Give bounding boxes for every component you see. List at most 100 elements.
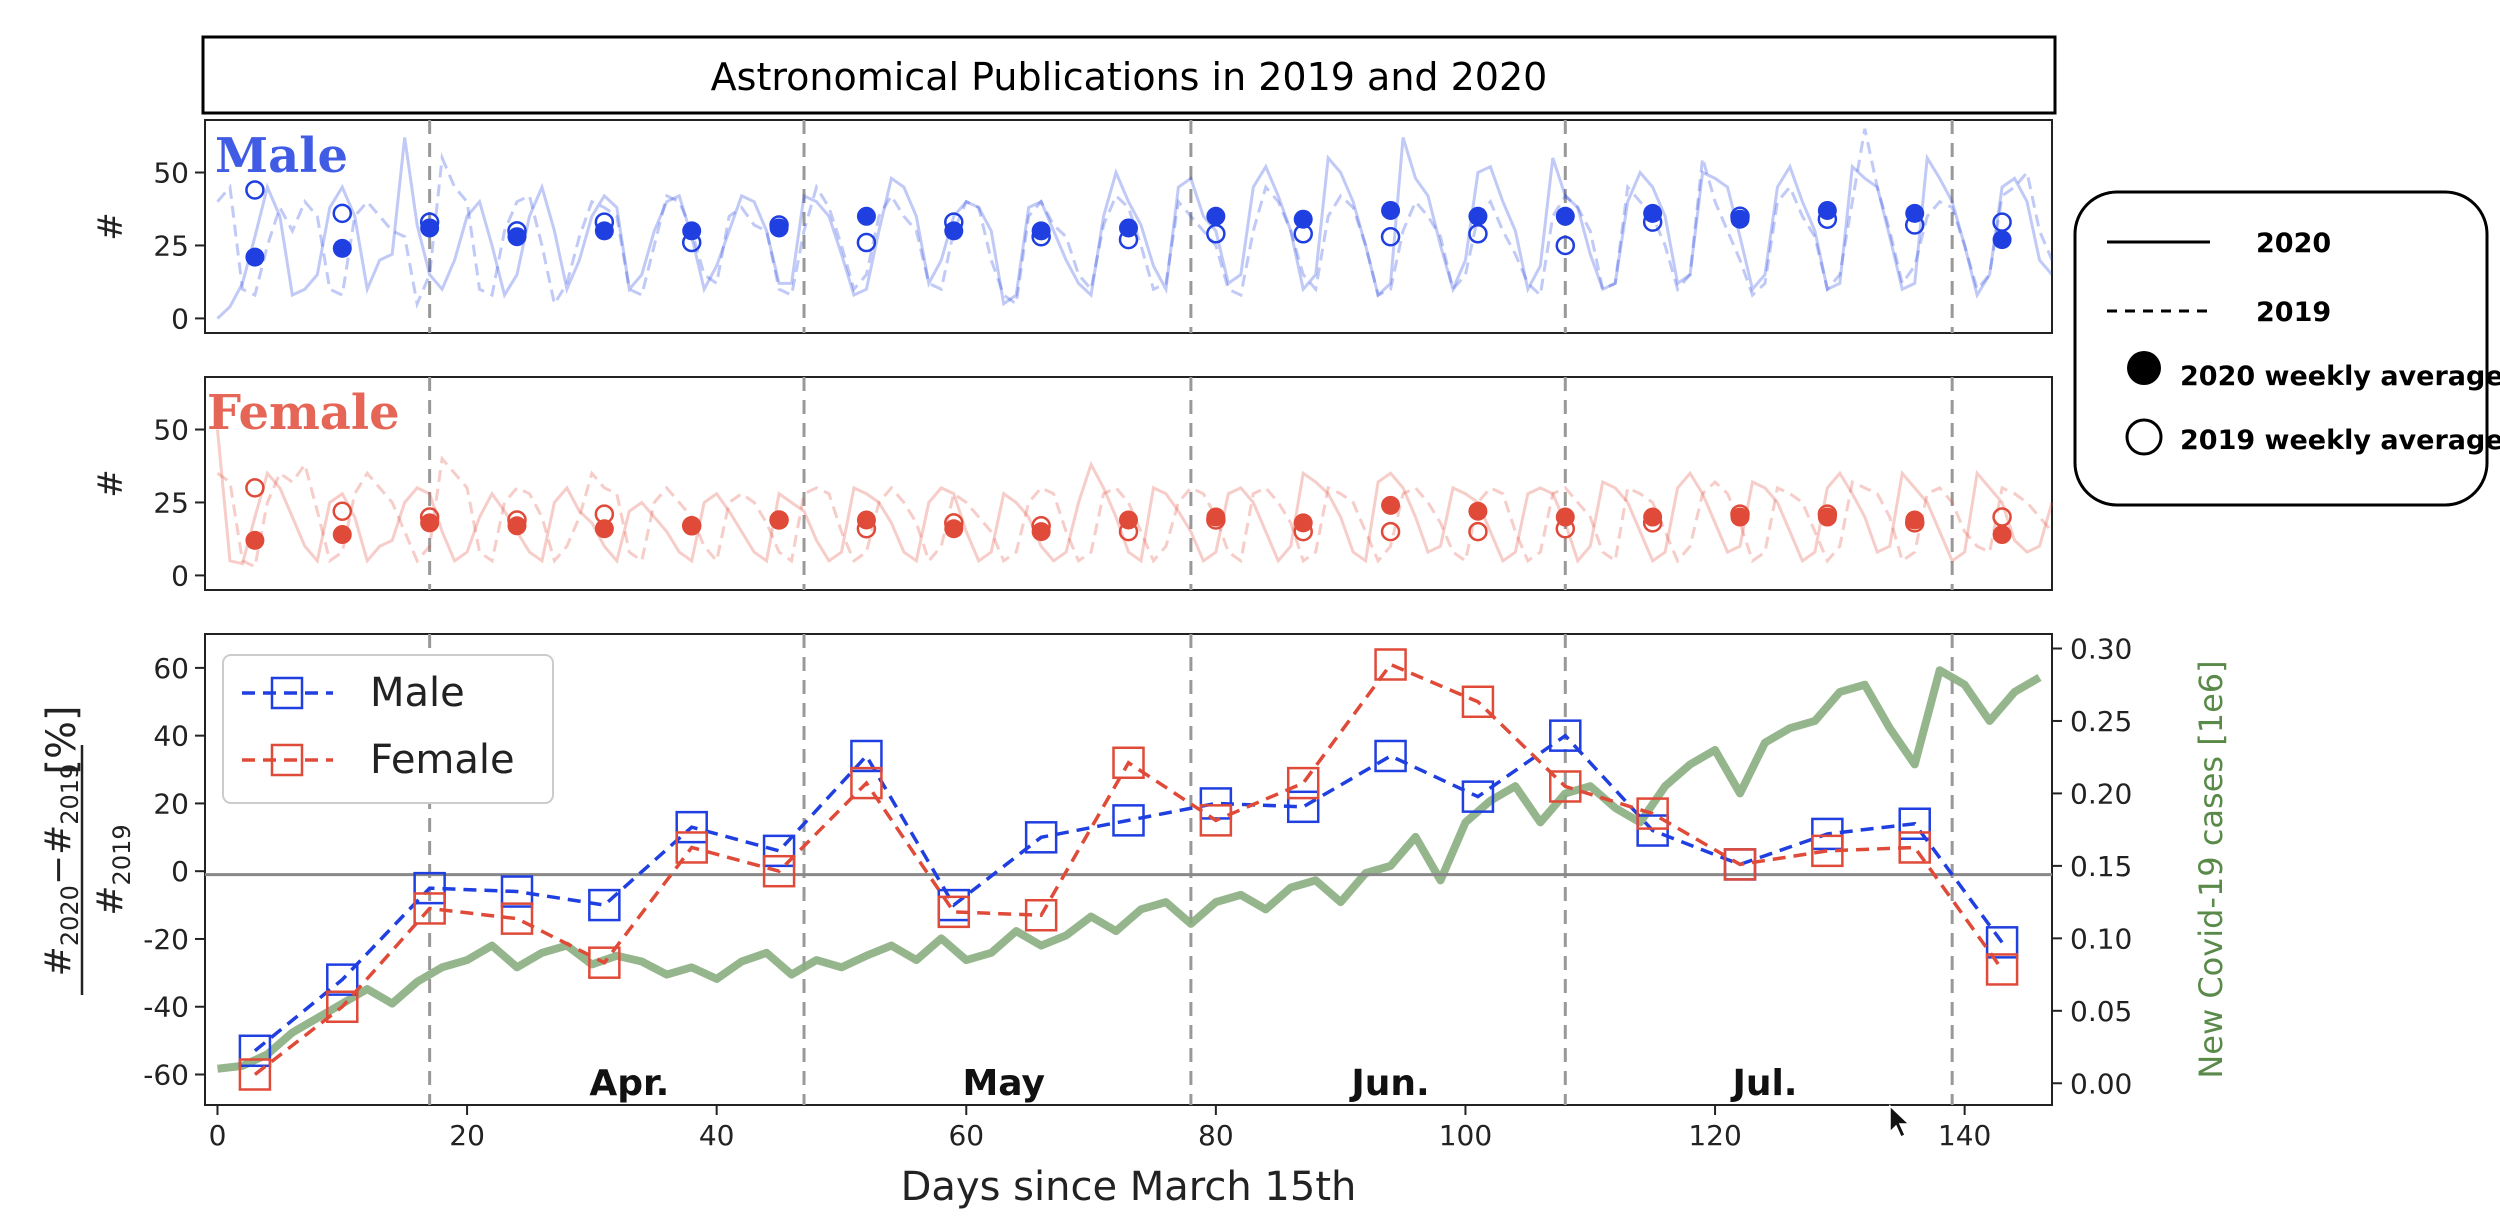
male-difference-point xyxy=(588,888,621,922)
male-weekly-2019-point xyxy=(245,180,265,200)
female-weekly-2020-point xyxy=(1643,507,1663,527)
female-difference-point xyxy=(1811,834,1844,868)
legend-label-0: 2020 xyxy=(2256,228,2331,259)
y-tick-label: 60 xyxy=(153,652,189,685)
male-difference-point xyxy=(1811,817,1844,851)
y2-axis-label: New Covid-19 cases [1e6] xyxy=(2192,660,2230,1078)
female-weekly-2020-point xyxy=(420,513,440,533)
title-box xyxy=(201,35,2057,115)
y2-tick-label: 0.15 xyxy=(2070,850,2132,883)
month-label: Apr. xyxy=(589,1063,669,1104)
male-difference-point xyxy=(675,810,708,844)
female-weekly-2019-point xyxy=(332,501,353,521)
y-tick-label: 0 xyxy=(171,855,189,888)
female-weekly-2020-point xyxy=(507,516,527,536)
female-weekly-2020-point xyxy=(856,510,876,530)
female-difference-point xyxy=(326,990,359,1023)
legend-label-1: 2019 xyxy=(2256,297,2331,328)
female-weekly-2020-point xyxy=(332,525,352,545)
female-weekly-2019-point xyxy=(1380,521,1401,542)
male-weekly-2020-point xyxy=(1730,209,1750,229)
female-difference-point xyxy=(588,946,621,979)
y2-tick-label: 0.00 xyxy=(2070,1067,2132,1100)
female-difference-point xyxy=(238,1058,272,1091)
male-difference-point xyxy=(1024,821,1058,854)
male-weekly-2020-point xyxy=(1119,218,1138,238)
female-daily-2019-line xyxy=(216,455,2054,569)
legend-label-2: 2020 weekly average xyxy=(2180,361,2500,392)
legend-female-label: Female xyxy=(370,737,515,783)
male-weekly-2020-point xyxy=(507,227,527,247)
female-difference-point xyxy=(1112,746,1145,780)
male-weekly-2020-point xyxy=(1905,203,1925,223)
y-axis-label-part: − xyxy=(38,855,79,885)
legend-female-marker-sample xyxy=(270,743,304,777)
male-weekly-2020-point xyxy=(1817,200,1837,220)
female-weekly-2020-point xyxy=(1992,525,2012,545)
female-panel-label: Female xyxy=(207,385,400,441)
male-difference-point xyxy=(413,871,446,905)
male-ytick-label: 0 xyxy=(171,302,189,335)
female-weekly-2020-point xyxy=(1730,507,1750,527)
x-tick-label: 100 xyxy=(1439,1119,1492,1152)
female-difference-point xyxy=(500,902,534,935)
legend-open-circle-sample xyxy=(2125,418,2163,456)
mouse-cursor-icon xyxy=(1889,1104,1911,1139)
month-label: May xyxy=(962,1063,1044,1104)
female-y-axis-label: # xyxy=(91,469,131,498)
male-difference-point xyxy=(850,739,883,773)
y-axis-label-denominator: #2019 xyxy=(90,824,136,915)
female-difference-point xyxy=(1636,797,1669,830)
male-difference-point xyxy=(1286,790,1320,824)
y-tick-label: 20 xyxy=(153,787,189,820)
y-axis-label-part: # xyxy=(38,825,79,855)
male-difference-point xyxy=(238,1034,272,1068)
female-difference-line xyxy=(253,662,2004,1076)
male-weekly-2020-point xyxy=(420,218,440,238)
female-weekly-2020-point xyxy=(1381,495,1401,515)
female-panel-frame xyxy=(204,376,2053,591)
x-tick-label: 20 xyxy=(449,1119,485,1152)
male-y-axis-label: # xyxy=(91,212,131,241)
female-difference-point xyxy=(937,895,971,929)
chart-title: Astronomical Publications in 2019 and 20… xyxy=(711,55,1548,99)
x-tick-label: 140 xyxy=(1938,1119,1991,1152)
female-weekly-2020-point xyxy=(1555,507,1575,527)
male-daily-2019-line xyxy=(216,128,2054,309)
male-daily-2020-line xyxy=(216,137,2054,320)
male-difference-point xyxy=(1636,814,1669,847)
y-axis-label-part: 2019 xyxy=(108,824,136,885)
male-weekly-2020-point xyxy=(1381,200,1401,220)
male-weekly-2020-point xyxy=(769,218,789,238)
female-difference-point xyxy=(1461,685,1495,719)
female-weekly-2020-point xyxy=(769,510,789,530)
male-difference-point xyxy=(1898,807,1931,841)
male-weekly-2020-point xyxy=(944,221,964,241)
x-tick-label: 0 xyxy=(209,1119,227,1152)
male-weekly-2019-point xyxy=(1380,226,1401,247)
male-weekly-2020-point xyxy=(1468,206,1488,226)
covid-cases-line xyxy=(217,666,2042,1073)
month-label: Jul. xyxy=(1729,1063,1797,1104)
y-axis-label-part: # xyxy=(90,885,131,915)
female-difference-point xyxy=(850,766,883,800)
female-difference-point xyxy=(1286,766,1320,800)
female-difference-point xyxy=(1374,648,1407,681)
female-ytick-label: 50 xyxy=(153,414,189,447)
y-axis-label: #2020−#2019#2019 xyxy=(38,745,136,995)
female-weekly-2020-point xyxy=(245,530,265,550)
y-tick-label: 40 xyxy=(153,720,189,753)
male-weekly-2020-point xyxy=(1206,206,1226,226)
female-difference-point xyxy=(1723,848,1757,881)
female-difference-point xyxy=(1898,831,1931,864)
y-tick-label: -40 xyxy=(143,991,189,1024)
month-label: Jun. xyxy=(1348,1063,1429,1104)
female-weekly-2020-point xyxy=(682,516,702,536)
legend-male-label: Male xyxy=(370,670,465,716)
male-difference-point xyxy=(500,875,534,908)
female-weekly-2020-point xyxy=(1293,513,1313,533)
female-weekly-2020-point xyxy=(1817,507,1837,527)
y2-tick-label: 0.25 xyxy=(2070,705,2132,738)
female-difference-point xyxy=(675,831,708,864)
